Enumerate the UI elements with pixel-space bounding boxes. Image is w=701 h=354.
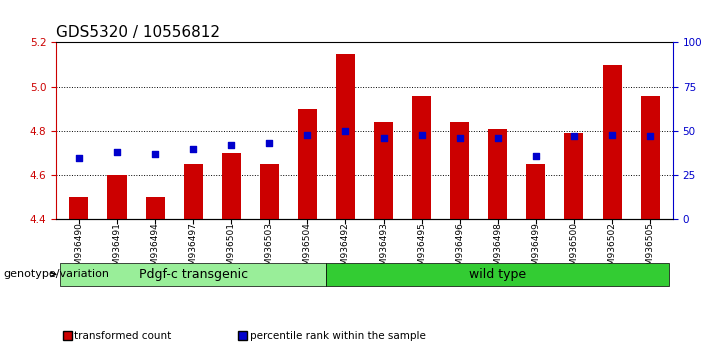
Text: GSM936495: GSM936495: [417, 222, 426, 277]
Point: [74, 155, 85, 160]
Point: [149, 151, 161, 157]
Text: GDS5320 / 10556812: GDS5320 / 10556812: [56, 25, 220, 40]
Text: GSM936504: GSM936504: [303, 222, 312, 277]
Text: GSM936501: GSM936501: [226, 222, 236, 277]
Point: [188, 146, 199, 152]
Bar: [412, 96, 431, 219]
Bar: [69, 198, 88, 219]
Bar: [564, 133, 583, 219]
Point: [111, 149, 123, 155]
Text: GSM936503: GSM936503: [265, 222, 274, 277]
Text: GSM936494: GSM936494: [151, 222, 160, 277]
Point: [569, 133, 580, 139]
Bar: [374, 122, 393, 219]
Point: [454, 135, 465, 141]
Point: [378, 135, 389, 141]
Text: GSM936499: GSM936499: [531, 222, 540, 277]
Text: GSM936498: GSM936498: [494, 222, 503, 277]
Text: percentile rank within the sample: percentile rank within the sample: [250, 331, 426, 341]
Point: [530, 153, 541, 159]
Text: GSM936491: GSM936491: [112, 222, 121, 277]
Point: [492, 135, 503, 141]
Text: wild type: wild type: [469, 268, 526, 281]
Text: GSM936496: GSM936496: [455, 222, 464, 277]
Text: Pdgf-c transgenic: Pdgf-c transgenic: [139, 268, 247, 281]
Bar: [450, 122, 469, 219]
Text: genotype/variation: genotype/variation: [4, 269, 109, 279]
Text: transformed count: transformed count: [74, 331, 172, 341]
Bar: [184, 164, 203, 219]
Point: [302, 132, 313, 137]
FancyBboxPatch shape: [327, 263, 669, 285]
Point: [606, 132, 618, 137]
Bar: [146, 198, 165, 219]
Point: [644, 133, 655, 139]
Text: GSM936490: GSM936490: [74, 222, 83, 277]
Bar: [641, 96, 660, 219]
Point: [226, 142, 237, 148]
Bar: [107, 175, 126, 219]
Bar: [260, 164, 279, 219]
FancyBboxPatch shape: [60, 263, 327, 285]
Bar: [603, 65, 622, 219]
Bar: [222, 153, 240, 219]
Text: GSM936500: GSM936500: [569, 222, 578, 277]
Text: GSM936505: GSM936505: [646, 222, 655, 277]
Text: GSM936493: GSM936493: [379, 222, 388, 277]
Point: [416, 132, 427, 137]
Bar: [526, 164, 545, 219]
Point: [340, 128, 351, 134]
Point: [264, 141, 275, 146]
Bar: [336, 53, 355, 219]
Text: GSM936502: GSM936502: [608, 222, 617, 277]
Text: GSM936497: GSM936497: [189, 222, 198, 277]
Bar: [489, 129, 508, 219]
Bar: [298, 109, 317, 219]
Text: GSM936492: GSM936492: [341, 222, 350, 277]
